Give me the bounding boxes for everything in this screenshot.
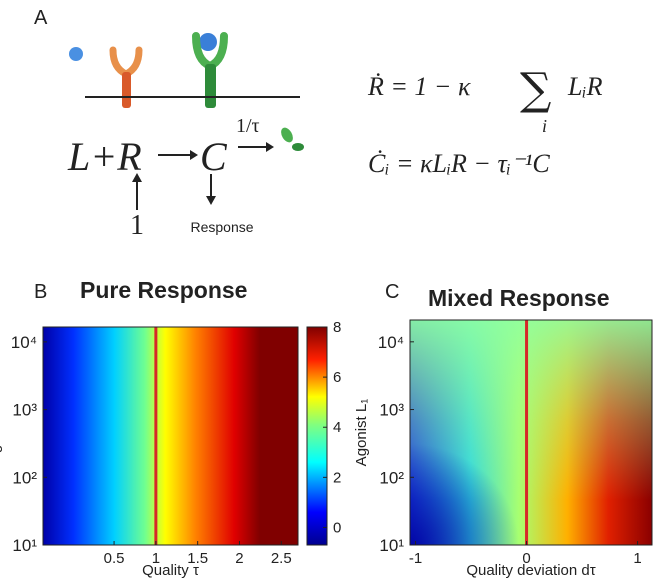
x-axis-label: Quality τ: [142, 562, 199, 579]
panel-title: Mixed Response: [428, 285, 610, 311]
source-text: 1: [130, 210, 144, 241]
x-axis-label: Quality deviation dτ: [466, 562, 595, 579]
x-tick-label: 2.5: [271, 550, 292, 567]
arrow-head: [266, 142, 274, 152]
reaction-text: L+R: [67, 134, 142, 179]
equation: LᵢR: [567, 72, 603, 101]
heatmap: [43, 327, 298, 545]
y-tick-label: 10²: [379, 468, 404, 487]
plot-frame: [42, 326, 299, 546]
equation: Ṙ = 1 − κ: [367, 72, 471, 101]
y-axis-label: Agonist L₁: [353, 399, 370, 467]
y-tick-label: 10²: [12, 468, 37, 487]
x-tick-label: 1: [633, 550, 641, 567]
complex-text: C: [200, 134, 228, 179]
arrow-head: [206, 196, 216, 205]
y-tick-label: 10³: [12, 401, 37, 420]
panel-label: B: [34, 281, 47, 303]
ligand-icon: [69, 47, 83, 61]
degraded-icon: [281, 127, 304, 151]
y-tick-label: 10¹: [379, 536, 404, 555]
y-tick-label: 10³: [379, 401, 404, 420]
panel-label: A: [34, 7, 48, 29]
panel-label: C: [385, 281, 399, 303]
colorbar-tick-label: 8: [333, 319, 341, 336]
x-tick-label: 1.5: [187, 550, 208, 567]
colorbar-tick-label: 2: [333, 469, 341, 486]
equation: Ċᵢ = κLᵢR − τᵢ⁻¹C: [368, 149, 550, 178]
panel-title: Pure Response: [80, 277, 247, 303]
equation-sum: ∑: [520, 64, 551, 115]
y-tick-label: 10⁴: [11, 333, 37, 352]
arrow-head: [190, 150, 198, 160]
heatmap-shade: [410, 320, 652, 545]
y-axis-label: Ligand L: [0, 407, 3, 465]
arrow-head: [132, 173, 142, 182]
x-tick-label: 2: [235, 550, 243, 567]
x-tick-label: 1: [152, 550, 160, 567]
plot-frame: [409, 319, 653, 546]
x-tick-label: 0.5: [104, 550, 125, 567]
x-tick-label: 0: [522, 550, 530, 567]
colorbar-tick-label: 4: [333, 419, 341, 436]
colorbar: [306, 326, 328, 546]
equation-index: i: [542, 116, 547, 136]
y-tick-label: 10⁴: [378, 333, 404, 352]
rate-text: 1/τ: [236, 115, 260, 137]
response-text: Response: [190, 219, 253, 235]
colorbar-tick-label: 0: [333, 519, 341, 536]
ligand-icon: [199, 33, 217, 51]
x-tick-label: -1: [409, 550, 422, 567]
receptor-icon: [109, 46, 143, 108]
colorbar-tick-label: 6: [333, 369, 341, 386]
y-tick-label: 10¹: [12, 536, 37, 555]
